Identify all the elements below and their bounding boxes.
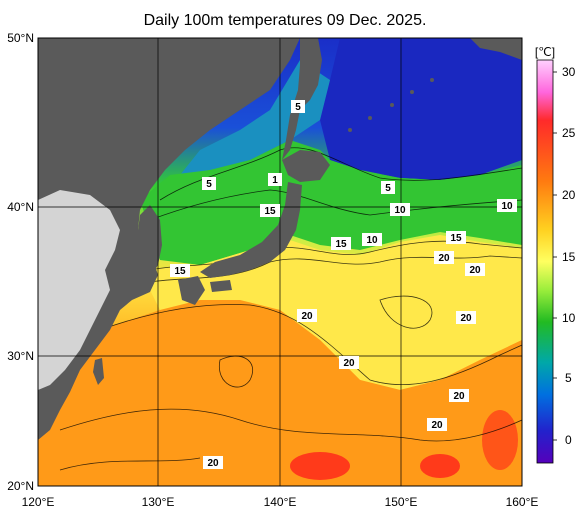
svg-text:15: 15 bbox=[264, 206, 276, 217]
lon-label: 140°E bbox=[264, 495, 297, 509]
colorbar-tick: 25 bbox=[562, 126, 576, 140]
svg-text:10: 10 bbox=[501, 201, 513, 212]
contour-label: 15 bbox=[260, 204, 280, 217]
colorbar-tick: 0 bbox=[565, 433, 572, 447]
warm-eddy bbox=[420, 454, 460, 478]
svg-text:20: 20 bbox=[460, 313, 472, 324]
lon-label: 130°E bbox=[142, 495, 175, 509]
contour-label: 1 bbox=[268, 173, 282, 186]
contour-label: 20 bbox=[427, 418, 447, 431]
svg-text:20: 20 bbox=[438, 253, 450, 264]
lon-label: 160°E bbox=[506, 495, 539, 509]
svg-text:10: 10 bbox=[366, 235, 378, 246]
colorbar-tick: 10 bbox=[562, 311, 576, 325]
warm-eddy bbox=[290, 452, 350, 480]
svg-text:10: 10 bbox=[394, 205, 406, 216]
lon-label: 120°E bbox=[22, 495, 55, 509]
warm-eddy bbox=[482, 410, 518, 470]
contour-label: 10 bbox=[362, 233, 382, 246]
plot-frame bbox=[37, 37, 523, 487]
svg-text:5: 5 bbox=[385, 183, 391, 194]
contour-label: 20 bbox=[456, 311, 476, 324]
svg-text:20: 20 bbox=[301, 311, 313, 322]
contour-label: 20 bbox=[465, 263, 485, 276]
cold-water-region bbox=[320, 38, 522, 180]
svg-text:20: 20 bbox=[469, 265, 481, 276]
lon-axis-labels: 120°E 130°E 140°E 150°E 160°E bbox=[22, 495, 539, 509]
contour-label: 5 bbox=[381, 181, 395, 194]
svg-text:5: 5 bbox=[206, 179, 212, 190]
lat-label: 30°N bbox=[7, 349, 34, 363]
svg-text:1: 1 bbox=[272, 175, 278, 186]
colorbar: [℃] 30 25 20 15 10 5 0 bbox=[535, 45, 576, 464]
contour-label: 20 bbox=[449, 389, 469, 402]
contour-label: 20 bbox=[339, 356, 359, 369]
contour-label: 10 bbox=[390, 203, 410, 216]
contour-label: 20 bbox=[434, 251, 454, 264]
cool-water-band bbox=[180, 60, 330, 175]
contour-label: 20 bbox=[297, 309, 317, 322]
lon-label: 150°E bbox=[385, 495, 418, 509]
contour-label: 5 bbox=[291, 100, 305, 113]
contour-label: 10 bbox=[497, 199, 517, 212]
colorbar-tick: 5 bbox=[565, 371, 572, 385]
svg-text:20: 20 bbox=[343, 358, 355, 369]
contour-label: 15 bbox=[331, 237, 351, 250]
land bbox=[38, 38, 522, 440]
svg-text:15: 15 bbox=[335, 239, 347, 250]
colorbar-unit: [℃] bbox=[535, 45, 555, 59]
isotherm-lines bbox=[59, 147, 522, 471]
contour-label: 15 bbox=[446, 231, 466, 244]
map-title: Daily 100m temperatures 09 Dec. 2025. bbox=[143, 12, 427, 29]
contour-label-group: 5 5 1 15 5 10 10 15 10 15 15 20 20 20 20… bbox=[170, 100, 517, 431]
svg-text:15: 15 bbox=[174, 266, 186, 277]
colorbar-tick: 20 bbox=[562, 188, 576, 202]
colorbar-tick: 30 bbox=[562, 65, 576, 79]
contour-label: 15 bbox=[170, 264, 190, 277]
lat-label: 40°N bbox=[7, 200, 34, 214]
svg-text:20: 20 bbox=[207, 458, 219, 469]
lat-label: 20°N bbox=[7, 479, 34, 493]
contour-label: 5 bbox=[202, 177, 216, 190]
transition-zone bbox=[140, 140, 522, 265]
contour-label: 20 bbox=[203, 456, 223, 469]
svg-text:5: 5 bbox=[295, 102, 301, 113]
colorbar-tick: 15 bbox=[562, 250, 576, 264]
lat-axis-labels: 50°N 40°N 30°N 20°N bbox=[7, 31, 34, 493]
svg-text:15: 15 bbox=[450, 233, 462, 244]
lat-label: 50°N bbox=[7, 31, 34, 45]
svg-text:20: 20 bbox=[431, 420, 443, 431]
colorbar-scale bbox=[536, 59, 554, 464]
svg-text:20: 20 bbox=[453, 391, 465, 402]
